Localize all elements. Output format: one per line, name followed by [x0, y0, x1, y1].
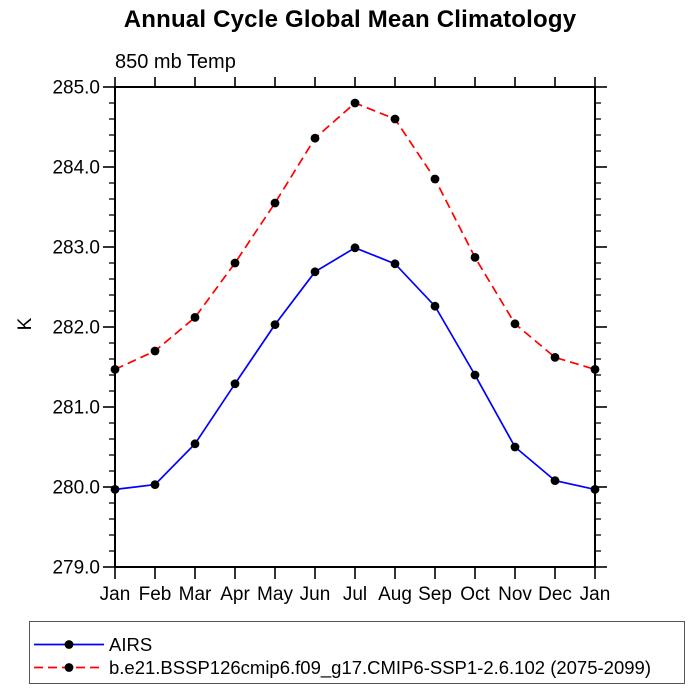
y-axis-tick-label: 281.0	[52, 398, 100, 419]
series-line-airs	[114, 246, 596, 491]
x-axis-tick-label: Feb	[139, 584, 172, 605]
x-axis-tick-label: May	[257, 584, 293, 605]
series-line-model	[114, 102, 596, 371]
data-point-marker	[350, 98, 360, 108]
y-axis-tick-label: 282.0	[52, 318, 100, 339]
data-point-marker	[350, 243, 360, 253]
data-point-marker	[510, 319, 520, 329]
data-point-marker	[390, 114, 400, 124]
x-axis-tick-label: Sep	[418, 584, 452, 605]
y-axis-tick-label: 284.0	[52, 158, 100, 179]
x-axis-tick-label: Mar	[179, 584, 212, 605]
data-point-marker	[310, 133, 320, 143]
x-axis-tick-label: Jul	[343, 584, 367, 605]
chart-subtitle: 850 mb Temp	[115, 51, 236, 73]
x-axis-tick-label: Jan	[580, 584, 611, 605]
legend-sample-airs	[34, 640, 104, 649]
plot-frame	[114, 86, 596, 568]
data-point-marker	[230, 379, 240, 389]
data-point-marker	[270, 320, 280, 329]
data-point-marker	[390, 259, 400, 269]
data-point-marker	[550, 353, 560, 362]
data-point-marker	[470, 370, 480, 380]
y-axis-tick-label: 283.0	[52, 238, 100, 259]
plot-area: Jan Feb Mar Apr May Jun Jul Aug Sep Oct Nov Dec Jan2…	[52, 77, 611, 605]
x-axis-tick-label: Dec	[538, 584, 572, 605]
x-axis-tick-label: Jun	[300, 584, 331, 605]
legend-label-airs: AIRS	[109, 633, 153, 655]
data-point-marker	[590, 485, 600, 494]
data-point-marker	[190, 439, 200, 449]
legend-marker-dot	[64, 663, 74, 672]
data-point-marker	[470, 253, 480, 262]
data-point-marker	[270, 198, 280, 208]
x-axis-tick-label: Nov	[498, 584, 532, 605]
data-point-marker	[110, 485, 120, 494]
legend-box: AIRS b.e21.BSSP126cmip6.f09_g17.CMIP6-SS…	[29, 621, 685, 684]
data-point-marker	[150, 346, 160, 356]
y-axis-tick-label: 279.0	[52, 558, 100, 579]
data-point-marker	[230, 258, 240, 268]
legend-sample-model	[34, 663, 104, 672]
data-point-marker	[590, 365, 600, 374]
data-point-marker	[190, 313, 200, 322]
data-point-marker	[510, 442, 520, 452]
legend-item-airs: AIRS	[30, 633, 684, 656]
chart-title: Annual Cycle Global Mean Climatology	[123, 6, 577, 33]
y-axis-tick-label: 280.0	[52, 478, 100, 499]
data-point-marker	[310, 267, 320, 277]
y-axis-tick-label: 285.0	[52, 78, 100, 99]
data-point-marker	[430, 301, 440, 311]
data-point-marker	[110, 365, 120, 374]
x-axis-tick-label: Apr	[220, 584, 250, 605]
legend-label-model: b.e21.BSSP126cmip6.f09_g17.CMIP6-SSP1-2.…	[109, 656, 651, 678]
legend-item-model: b.e21.BSSP126cmip6.f09_g17.CMIP6-SSP1-2.…	[30, 656, 684, 679]
x-axis-tick-label: Aug	[378, 584, 412, 605]
data-point-marker	[150, 480, 160, 489]
x-axis-tick-label: Oct	[460, 584, 490, 605]
legend-marker-dot	[64, 640, 74, 649]
x-axis-tick-label: Jan	[100, 584, 131, 605]
data-point-marker	[550, 476, 560, 485]
data-point-marker	[430, 174, 440, 184]
